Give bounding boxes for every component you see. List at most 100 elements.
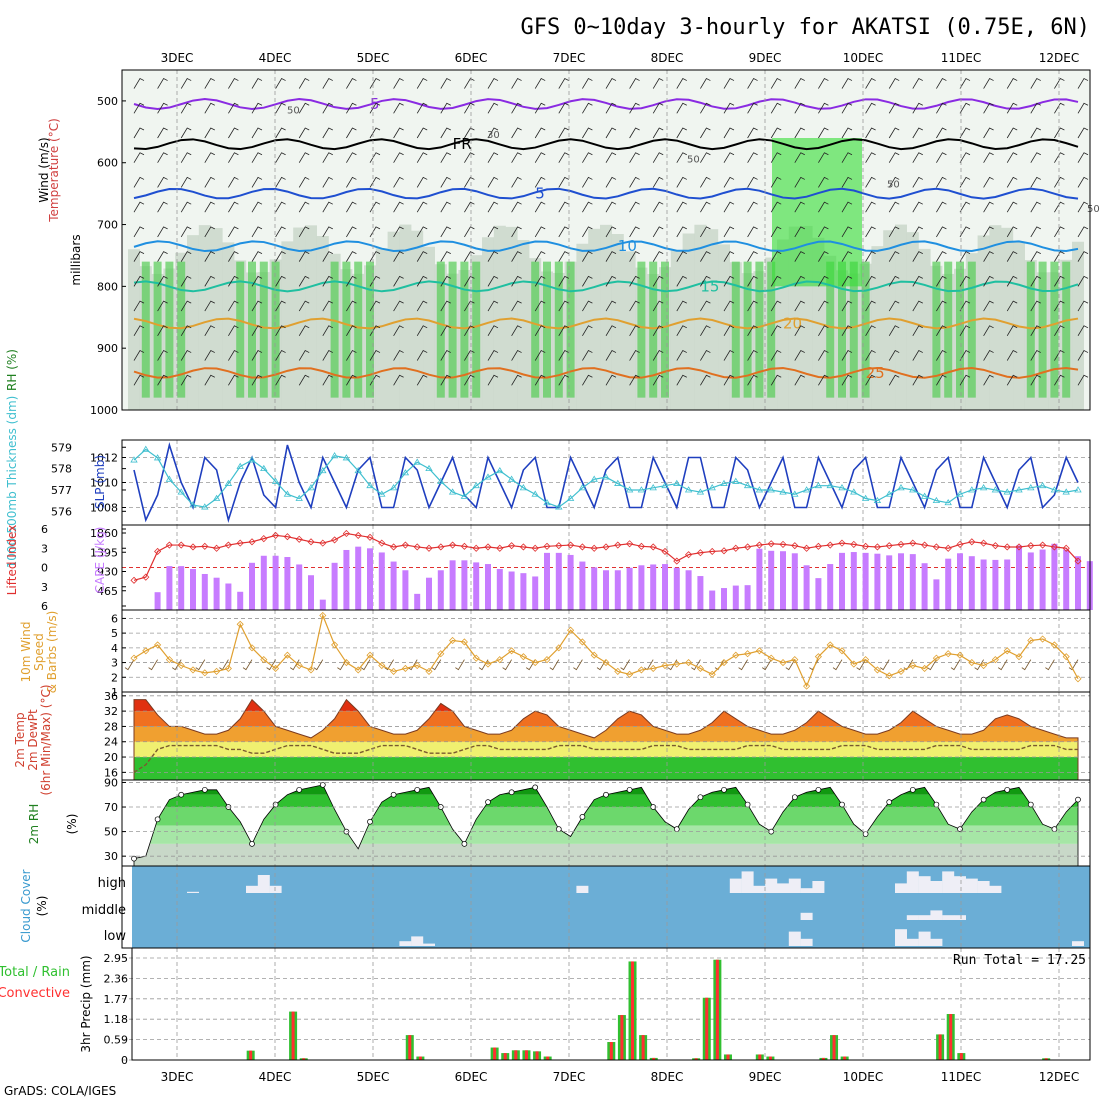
wind-barb xyxy=(369,300,381,312)
wind-barb xyxy=(818,152,829,163)
rh-moist-shade xyxy=(177,261,186,398)
wind-barb xyxy=(534,275,546,287)
lifted-marker xyxy=(342,529,350,538)
wind10-marker xyxy=(602,659,610,667)
lifted-marker xyxy=(1015,543,1023,551)
thickness-marker xyxy=(944,499,952,506)
wind10-axis-tick-label: 1 xyxy=(111,686,118,699)
rh-shade xyxy=(670,250,683,410)
rh-moist-shade xyxy=(932,261,941,398)
wind-barb xyxy=(1006,176,1018,188)
thickness-marker xyxy=(625,486,634,493)
wind-barb xyxy=(204,251,215,262)
thickness-marker xyxy=(673,479,681,486)
thick-axis-tick-label: 577 xyxy=(51,484,72,497)
wind-barb xyxy=(369,226,381,238)
cape-bar xyxy=(815,578,822,610)
wind-barb xyxy=(322,127,333,139)
wind10-marker xyxy=(968,659,976,667)
cape-bar xyxy=(662,564,668,610)
wind-barb xyxy=(888,226,900,238)
rh-unit-label: (%) xyxy=(65,814,79,835)
thickness-marker xyxy=(472,481,480,489)
thick-label-line: 1000-500mb Thickness (dm) xyxy=(5,396,19,569)
lifted-marker xyxy=(921,541,929,549)
wind-barb xyxy=(983,226,994,238)
wind10-barb xyxy=(691,659,701,671)
wind-barb xyxy=(983,350,994,361)
wind-barb xyxy=(865,374,876,386)
slp-label-line: SLP (mb) xyxy=(93,455,107,509)
wind-barb xyxy=(747,152,758,163)
lifted-marker xyxy=(850,540,858,548)
wind-barb xyxy=(1077,226,1089,238)
wind-barb xyxy=(1006,152,1018,163)
date-label-bottom: 11DEC xyxy=(941,1070,981,1084)
thickness-marker xyxy=(732,477,740,484)
cape-bar xyxy=(555,552,562,610)
cloud-high-bar xyxy=(965,878,978,893)
cloud-low-bar xyxy=(918,931,931,946)
lifted-label-line: Lifted Index xyxy=(5,525,19,596)
wind-barb xyxy=(322,374,333,386)
wind10-marker xyxy=(944,650,952,658)
rh-marker xyxy=(697,794,704,801)
wind-barb xyxy=(534,226,546,238)
wind-barb xyxy=(700,275,711,287)
date-label-bottom: 10DEC xyxy=(843,1070,883,1084)
wind-barb xyxy=(322,300,333,312)
wind-barb xyxy=(534,152,546,163)
thickness-marker xyxy=(838,484,846,491)
wind10-barb xyxy=(573,659,583,671)
wind10-marker xyxy=(484,660,492,668)
rh-moist-shade xyxy=(141,261,150,398)
wind10-barb xyxy=(549,659,560,671)
thickness-marker xyxy=(130,456,138,463)
rh-marker xyxy=(272,801,279,808)
cape-bar xyxy=(213,577,220,610)
wind-barb xyxy=(558,201,569,213)
cape-bar xyxy=(827,564,834,610)
wind-barb xyxy=(818,201,829,213)
wind-barb xyxy=(912,176,923,188)
precip-convective-bar xyxy=(524,1050,528,1060)
wind10-line xyxy=(133,613,1079,688)
wind-barb xyxy=(369,201,381,213)
lifted-marker xyxy=(283,533,291,541)
thickness-marker xyxy=(885,490,893,497)
lifted-marker xyxy=(779,540,787,548)
wind10-barb xyxy=(856,659,866,671)
wind-barb xyxy=(983,78,994,89)
wind-barb xyxy=(298,152,310,163)
wind-barb xyxy=(228,176,239,188)
lifted-marker xyxy=(944,544,952,552)
rh-shade xyxy=(883,230,896,410)
temp-label: 2m Temp 2m DewPt (6hr Min/Max) (°C) xyxy=(13,684,53,795)
wind-barb xyxy=(865,251,876,262)
wind10-barb xyxy=(714,659,725,671)
wind10-barb xyxy=(266,659,276,671)
wind-barb xyxy=(558,350,569,361)
wind-barb xyxy=(936,251,947,262)
cape-bar xyxy=(933,579,940,610)
dewpt-line xyxy=(133,744,1078,773)
cape-bar xyxy=(331,562,338,610)
wind10-marker xyxy=(803,682,811,690)
cape-bar xyxy=(544,552,550,610)
thickness-marker xyxy=(1038,481,1047,489)
wind-barb xyxy=(393,275,404,287)
cape-bar xyxy=(1004,559,1011,610)
wind-barb xyxy=(936,350,947,361)
wind-barb xyxy=(180,226,192,238)
wind-barb xyxy=(676,374,687,386)
wind10-marker xyxy=(543,656,551,664)
wind-barb xyxy=(818,350,829,361)
lifted-marker xyxy=(154,547,162,556)
rh-moist-shade xyxy=(460,261,469,398)
rh-shade xyxy=(399,224,412,410)
wind-barb xyxy=(346,102,357,114)
wind-barb xyxy=(440,176,451,188)
wind10-marker xyxy=(1003,647,1011,655)
rh-line xyxy=(133,784,1079,867)
rh-moist-shade xyxy=(731,261,740,398)
